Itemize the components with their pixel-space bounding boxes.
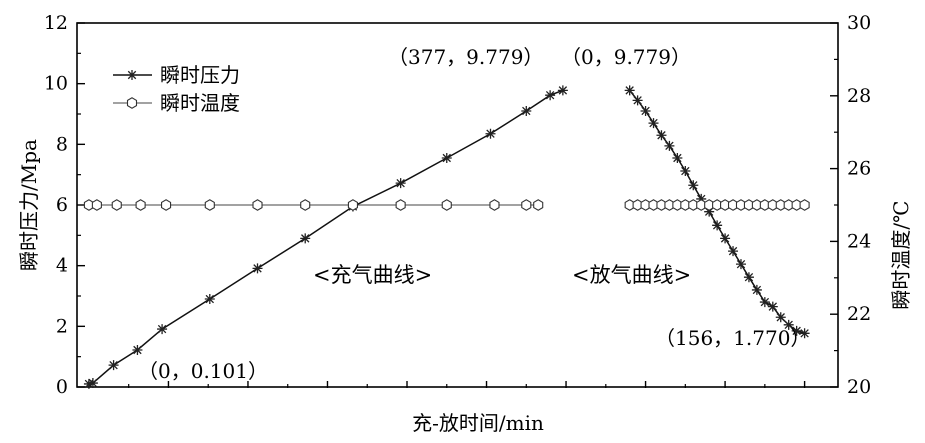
data-point-star [157, 324, 168, 335]
data-point-star [485, 128, 496, 139]
data-point-star [759, 297, 770, 308]
data-point-star [624, 85, 635, 96]
legend-marker-hexagon [126, 97, 138, 109]
data-point-hexagon [489, 199, 500, 211]
y-right-tick-label: 20 [847, 376, 871, 398]
data-point-star [132, 344, 143, 355]
data-point-star [632, 95, 643, 106]
data-point-star [441, 152, 452, 163]
y-left-tick-label: 8 [56, 133, 68, 155]
data-point-star [791, 325, 802, 336]
data-point-hexagon [204, 199, 215, 211]
y-left-tick-label: 12 [44, 12, 68, 34]
series-line [629, 89, 805, 335]
series-3 [624, 199, 810, 211]
data-point-hexagon [799, 199, 810, 211]
legend-sample-pressure [113, 70, 152, 80]
series-2 [624, 85, 810, 339]
y-left-tick-label: 4 [56, 255, 68, 277]
data-point-hexagon [441, 199, 452, 211]
legend-label-temperature: 瞬时温度 [160, 91, 240, 115]
data-point-star [557, 85, 568, 96]
data-point-hexagon [347, 199, 358, 211]
y-right-tick-label: 22 [847, 303, 871, 325]
y-left-tick-label: 6 [56, 194, 68, 216]
data-point-hexagon [533, 199, 544, 211]
data-point-hexagon [161, 199, 172, 211]
data-point-star [720, 233, 731, 244]
data-point-hexagon [91, 199, 102, 211]
data-point-star [767, 301, 778, 312]
annotation-discharge-start: （0，9.779） [561, 45, 691, 69]
data-point-star [204, 294, 215, 305]
curve-label-discharge: <放气曲线> [572, 263, 691, 287]
data-point-star [640, 105, 651, 116]
y-left-tick-label: 2 [56, 315, 68, 337]
data-point-star [688, 180, 699, 191]
data-point-hexagon [300, 199, 311, 211]
annotation-charge-start: （0，0.101） [138, 359, 268, 383]
data-point-star [799, 328, 810, 339]
series-1 [83, 199, 544, 211]
data-point-star [395, 178, 406, 189]
y-right-tick-label: 26 [847, 158, 871, 180]
y-right-tick-label: 28 [847, 85, 871, 107]
data-point-hexagon [395, 199, 406, 211]
data-point-star [108, 360, 119, 371]
legend-marker-star [127, 70, 137, 80]
y-right-tick-label: 30 [847, 12, 871, 34]
data-point-star [696, 193, 707, 204]
y-right-tick-label: 24 [847, 230, 871, 252]
data-point-star [680, 166, 691, 177]
data-point-star [252, 263, 263, 274]
data-point-star [656, 130, 667, 141]
data-point-hexagon [135, 199, 146, 211]
annotation-discharge-end: （156，1.770） [655, 326, 810, 350]
data-point-star [743, 272, 754, 283]
y-left-tick-label: 10 [44, 73, 68, 95]
data-point-star [664, 140, 675, 151]
data-point-hexagon [111, 199, 122, 211]
data-point-star [704, 206, 715, 217]
y-right-axis-title: 瞬时温度/℃ [889, 200, 913, 309]
data-point-star [783, 319, 794, 330]
data-point-hexagon [521, 199, 532, 211]
data-point-star [87, 378, 98, 389]
y-left-tick-label: 0 [56, 376, 68, 398]
data-point-star [775, 312, 786, 323]
data-point-star [728, 246, 739, 257]
legend-sample-temperature [113, 97, 152, 109]
data-point-hexagon [252, 199, 263, 211]
data-point-star [83, 378, 94, 389]
legend: 瞬时压力 瞬时温度 [113, 63, 240, 115]
x-axis-title: 充-放时间/min [412, 411, 544, 435]
series-layer [83, 85, 810, 389]
data-point-star [300, 233, 311, 244]
annotation-charge-end: （377，9.779） [388, 45, 543, 69]
curve-label-charge: <充气曲线> [313, 263, 432, 287]
legend-label-pressure: 瞬时压力 [160, 63, 240, 87]
data-point-star [545, 90, 556, 101]
series-0 [83, 85, 568, 389]
data-point-star [735, 259, 746, 270]
data-point-star [648, 118, 659, 129]
data-point-star [712, 220, 723, 231]
data-point-star [751, 284, 762, 295]
data-point-star [672, 152, 683, 163]
y-left-axis-title: 瞬时压力/Mpa [17, 139, 41, 271]
data-point-star [521, 105, 532, 116]
